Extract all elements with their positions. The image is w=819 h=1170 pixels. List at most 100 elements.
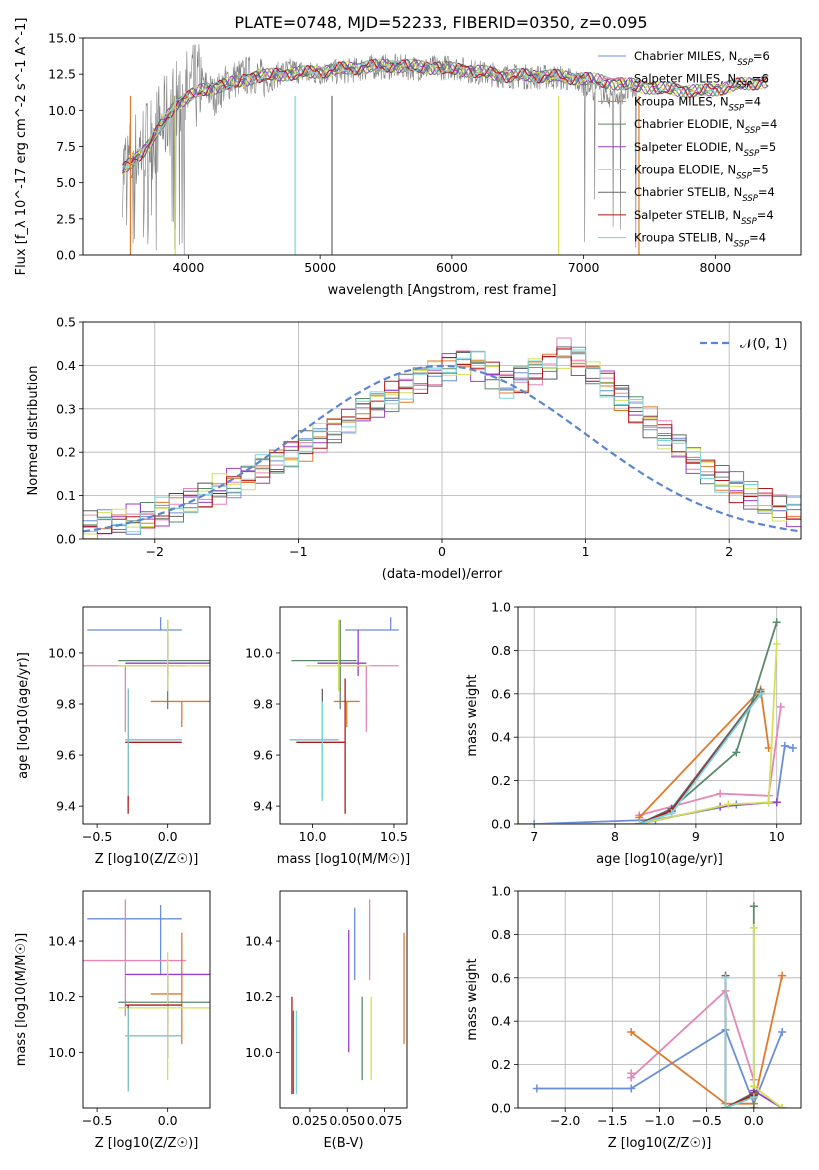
weight-vs-Z-ytick-label: 0.0 [491, 1101, 511, 1116]
residuals-xtick-label: 1 [582, 544, 590, 559]
weight-vs-Z-plot-area [518, 891, 801, 1108]
residuals-xtick-label: −2 [146, 544, 164, 559]
panel-spectrum: 4000 5000 6000 7000 8000 0.0 2.5 5.0 7.5 10.0 12.5… [14, 18, 802, 298]
residuals-plot-area [83, 322, 801, 539]
mass-vs-Z-ylabel: mass [log10(M/M☉)] [14, 933, 29, 1066]
panel-mass-vs-EBV: 0.025 0.050 0.075 10.0 10.2 10.4 E(B-V) [245, 890, 408, 1151]
spectrum-legend-label: Kroupa MILES, NSSP=4 [634, 94, 761, 113]
residuals-xtick-label: −1 [289, 544, 307, 559]
spectrum-xlabel: wavelength [Angstrom, rest frame] [328, 283, 557, 298]
panel-age-vs-Z: −0.5 0.0 9.4 9.6 9.8 10.0 Z [log10(Z/Z☉)] age [… [16, 606, 211, 867]
spectrum-legend-label: Kroupa STELIB, NSSP=4 [634, 231, 766, 250]
mass-vs-EBV-ytick-label: 10.0 [245, 1045, 273, 1060]
weight-vs-Z-xtick-label: 0.0 [744, 1113, 764, 1128]
residuals-xlabel: (data-model)/error [382, 567, 503, 582]
residuals-ytick-label: 0.3 [56, 401, 76, 416]
figure-title: PLATE=0748, MJD=52233, FIBERID=0350, z=0… [234, 13, 647, 32]
weight-vs-age-xtick-label: 9 [692, 829, 700, 844]
residuals-frame [82, 321, 802, 540]
weight-vs-age-ytick-label: 0.2 [491, 773, 511, 788]
mass-vs-Z-ytick-label: 10.0 [48, 1045, 76, 1060]
mass-vs-EBV-xtick-label: 0.025 [292, 1113, 328, 1128]
mass-vs-EBV-xtick-label: 0.075 [367, 1113, 403, 1128]
age-vs-mass-ytick-label: 10.0 [245, 645, 273, 660]
weight-vs-age-ytick-label: 0.0 [491, 817, 511, 832]
age-vs-mass-plot-area [289, 617, 399, 814]
weight-vs-age-line-salpeter-miles [639, 706, 782, 817]
weight-vs-age-line-kroupa-stelib-marker [635, 820, 644, 824]
weight-vs-age-line-salpeter-elodie [639, 801, 777, 824]
mass-vs-EBV-plot-area [291, 899, 405, 1095]
weight-vs-Z-xlabel: Z [log10(Z/Z☉)] [608, 1136, 712, 1151]
mass-vs-EBV-ytick-label: 10.2 [245, 989, 273, 1004]
weight-vs-Z-line-kroupa-stelib-marker [721, 973, 730, 982]
spectrum-ytick-label: 2.5 [56, 211, 76, 226]
spectrum-frame [82, 37, 802, 256]
residuals-xtick-label: 2 [725, 544, 733, 559]
residuals-xtick-label: 0 [438, 544, 446, 559]
age-vs-mass-xlabel: mass [log10(M/M☉)] [277, 852, 410, 867]
age-vs-Z-plot-area [83, 617, 210, 814]
weight-vs-age-line-chabrier-miles-marker [780, 741, 789, 750]
weight-vs-Z-ylabel: mass weight [465, 958, 480, 1040]
mass-vs-EBV-xtick-label: 0.050 [329, 1113, 365, 1128]
weight-vs-age-ytick-label: 0.4 [491, 730, 511, 745]
panel-residuals: −2 −1 0 1 2 0.0 0.1 0.2 0.3 0.4 0.5 (data-model)/er… [26, 315, 802, 582]
spectrum-ylabel: Flux [f_λ 10^-17 erg cm^-2 s^-1 A^-1] [14, 18, 29, 276]
mass-vs-Z-ytick-label: 10.4 [48, 934, 76, 949]
weight-vs-Z-line-kroupa-elodie-marker [749, 923, 758, 932]
weight-vs-Z-ytick-label: 1.0 [491, 884, 511, 899]
spectrum-ytick-label: 0.0 [56, 248, 76, 263]
panel-age-vs-mass: 10.0 10.5 9.4 9.6 9.8 10.0 mass [log10(M/M☉)] [245, 606, 410, 867]
mass-vs-Z-frame [82, 890, 211, 1109]
spectrum-model-salpeter-elodie [122, 58, 769, 175]
panel-weight-vs-age: 7 8 9 10 0.0 0.2 0.4 0.6 0.8 1.0 age [log10(age/yr… [465, 600, 802, 867]
mass-vs-Z-xlabel: Z [log10(Z/Z☉)] [95, 1136, 199, 1151]
weight-vs-age-plot-area [518, 607, 801, 824]
spectrum-xtick-label: 6000 [436, 260, 468, 275]
residuals-ytick-label: 0.0 [56, 532, 76, 547]
weight-vs-age-line-kroupa-elodie [518, 643, 778, 824]
spectrum-ytick-label: 7.5 [56, 139, 76, 154]
spectrum-xtick-label: 5000 [304, 260, 336, 275]
weight-vs-age-line-kroupa-elodie-marker [772, 639, 781, 648]
spectrum-ytick-label: 15.0 [48, 31, 76, 46]
weight-vs-Z-line-kroupa-stelib-marker [721, 1104, 730, 1108]
weight-vs-age-line-salpeter-miles-marker [776, 702, 785, 711]
weight-vs-age-line-kroupa-elodie-marker [724, 800, 733, 809]
weight-vs-age-line-chabrier-miles-marker [788, 744, 797, 753]
weight-vs-Z-line-salpeter-miles [630, 989, 755, 1081]
spectrum-model-chabrier-elodie [122, 59, 769, 175]
weight-vs-Z-line-salpeter-miles-marker [627, 1073, 636, 1082]
mass-vs-Z-ytick-label: 10.2 [48, 989, 76, 1004]
weight-vs-Z-line-chabrier-miles-marker [627, 1084, 636, 1093]
weight-vs-Z-line-kroupa-miles [630, 975, 783, 1105]
residuals-ylabel: Normed distribution [26, 366, 41, 496]
weight-vs-age-line-chabrier-elodie [638, 621, 778, 824]
weight-vs-age-xtick-label: 10 [769, 829, 785, 844]
spectrum-legend-label: Salpeter STELIB, NSSP=4 [634, 208, 774, 227]
spectrum-xtick-label: 4000 [172, 260, 204, 275]
spectrum-model-kroupa-elodie [122, 58, 769, 175]
age-vs-Z-ytick-label: 9.8 [56, 697, 76, 712]
mass-vs-EBV-frame [279, 890, 408, 1109]
normal-legend-label: 𝒩(0, 1) [740, 337, 787, 352]
residuals-ytick-label: 0.2 [56, 445, 76, 460]
spectrum-ytick-label: 10.0 [48, 103, 76, 118]
weight-vs-Z-line-kroupa-stelib [724, 977, 755, 1108]
age-vs-Z-xlabel: Z [log10(Z/Z☉)] [95, 852, 199, 867]
residuals-ytick-label: 0.5 [56, 315, 76, 330]
weight-vs-Z-line-chabrier-miles-marker [532, 1084, 541, 1093]
weight-vs-age-frame [517, 606, 802, 825]
age-vs-mass-frame [279, 606, 408, 825]
mass-vs-Z-plot-area [83, 899, 210, 1092]
age-vs-Z-ytick-label: 9.4 [56, 799, 76, 814]
spectrum-legend-label: Chabrier MILES, NSSP=6 [634, 49, 770, 68]
weight-vs-age-xlabel: age [log10(age/yr)] [596, 852, 723, 867]
weight-vs-Z-line-kroupa-miles-marker [627, 1028, 636, 1037]
weight-vs-Z-line-chabrier-elodie-marker [749, 1104, 758, 1108]
spectrum-ytick-label: 5.0 [56, 175, 76, 190]
weight-vs-Z-ytick-label: 0.2 [491, 1057, 511, 1072]
panel-weight-vs-Z: −2.0 −1.5 −1.0 −0.5 0.0 0.0 0.2 0.4 0.6 0.8 1.0 Z [… [465, 884, 802, 1151]
weight-vs-age-line-salpeter-miles-marker [716, 789, 725, 798]
